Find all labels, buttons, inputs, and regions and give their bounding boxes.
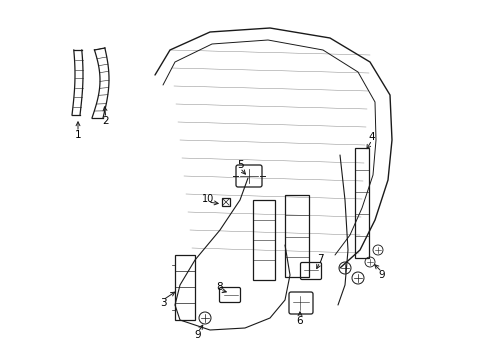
Bar xyxy=(285,195,308,277)
Bar xyxy=(222,198,229,206)
Text: 9: 9 xyxy=(378,270,385,280)
Text: 3: 3 xyxy=(160,298,166,308)
Text: 10: 10 xyxy=(202,194,214,204)
Text: 6: 6 xyxy=(296,316,303,326)
Text: 4: 4 xyxy=(368,132,375,142)
Text: 7: 7 xyxy=(316,254,323,264)
Bar xyxy=(175,255,195,320)
Bar xyxy=(354,148,368,258)
Text: 5: 5 xyxy=(236,160,243,170)
Text: 1: 1 xyxy=(75,130,81,140)
Text: 2: 2 xyxy=(102,116,109,126)
Bar xyxy=(252,200,274,280)
Text: 8: 8 xyxy=(216,282,223,292)
Text: 9: 9 xyxy=(194,330,201,340)
